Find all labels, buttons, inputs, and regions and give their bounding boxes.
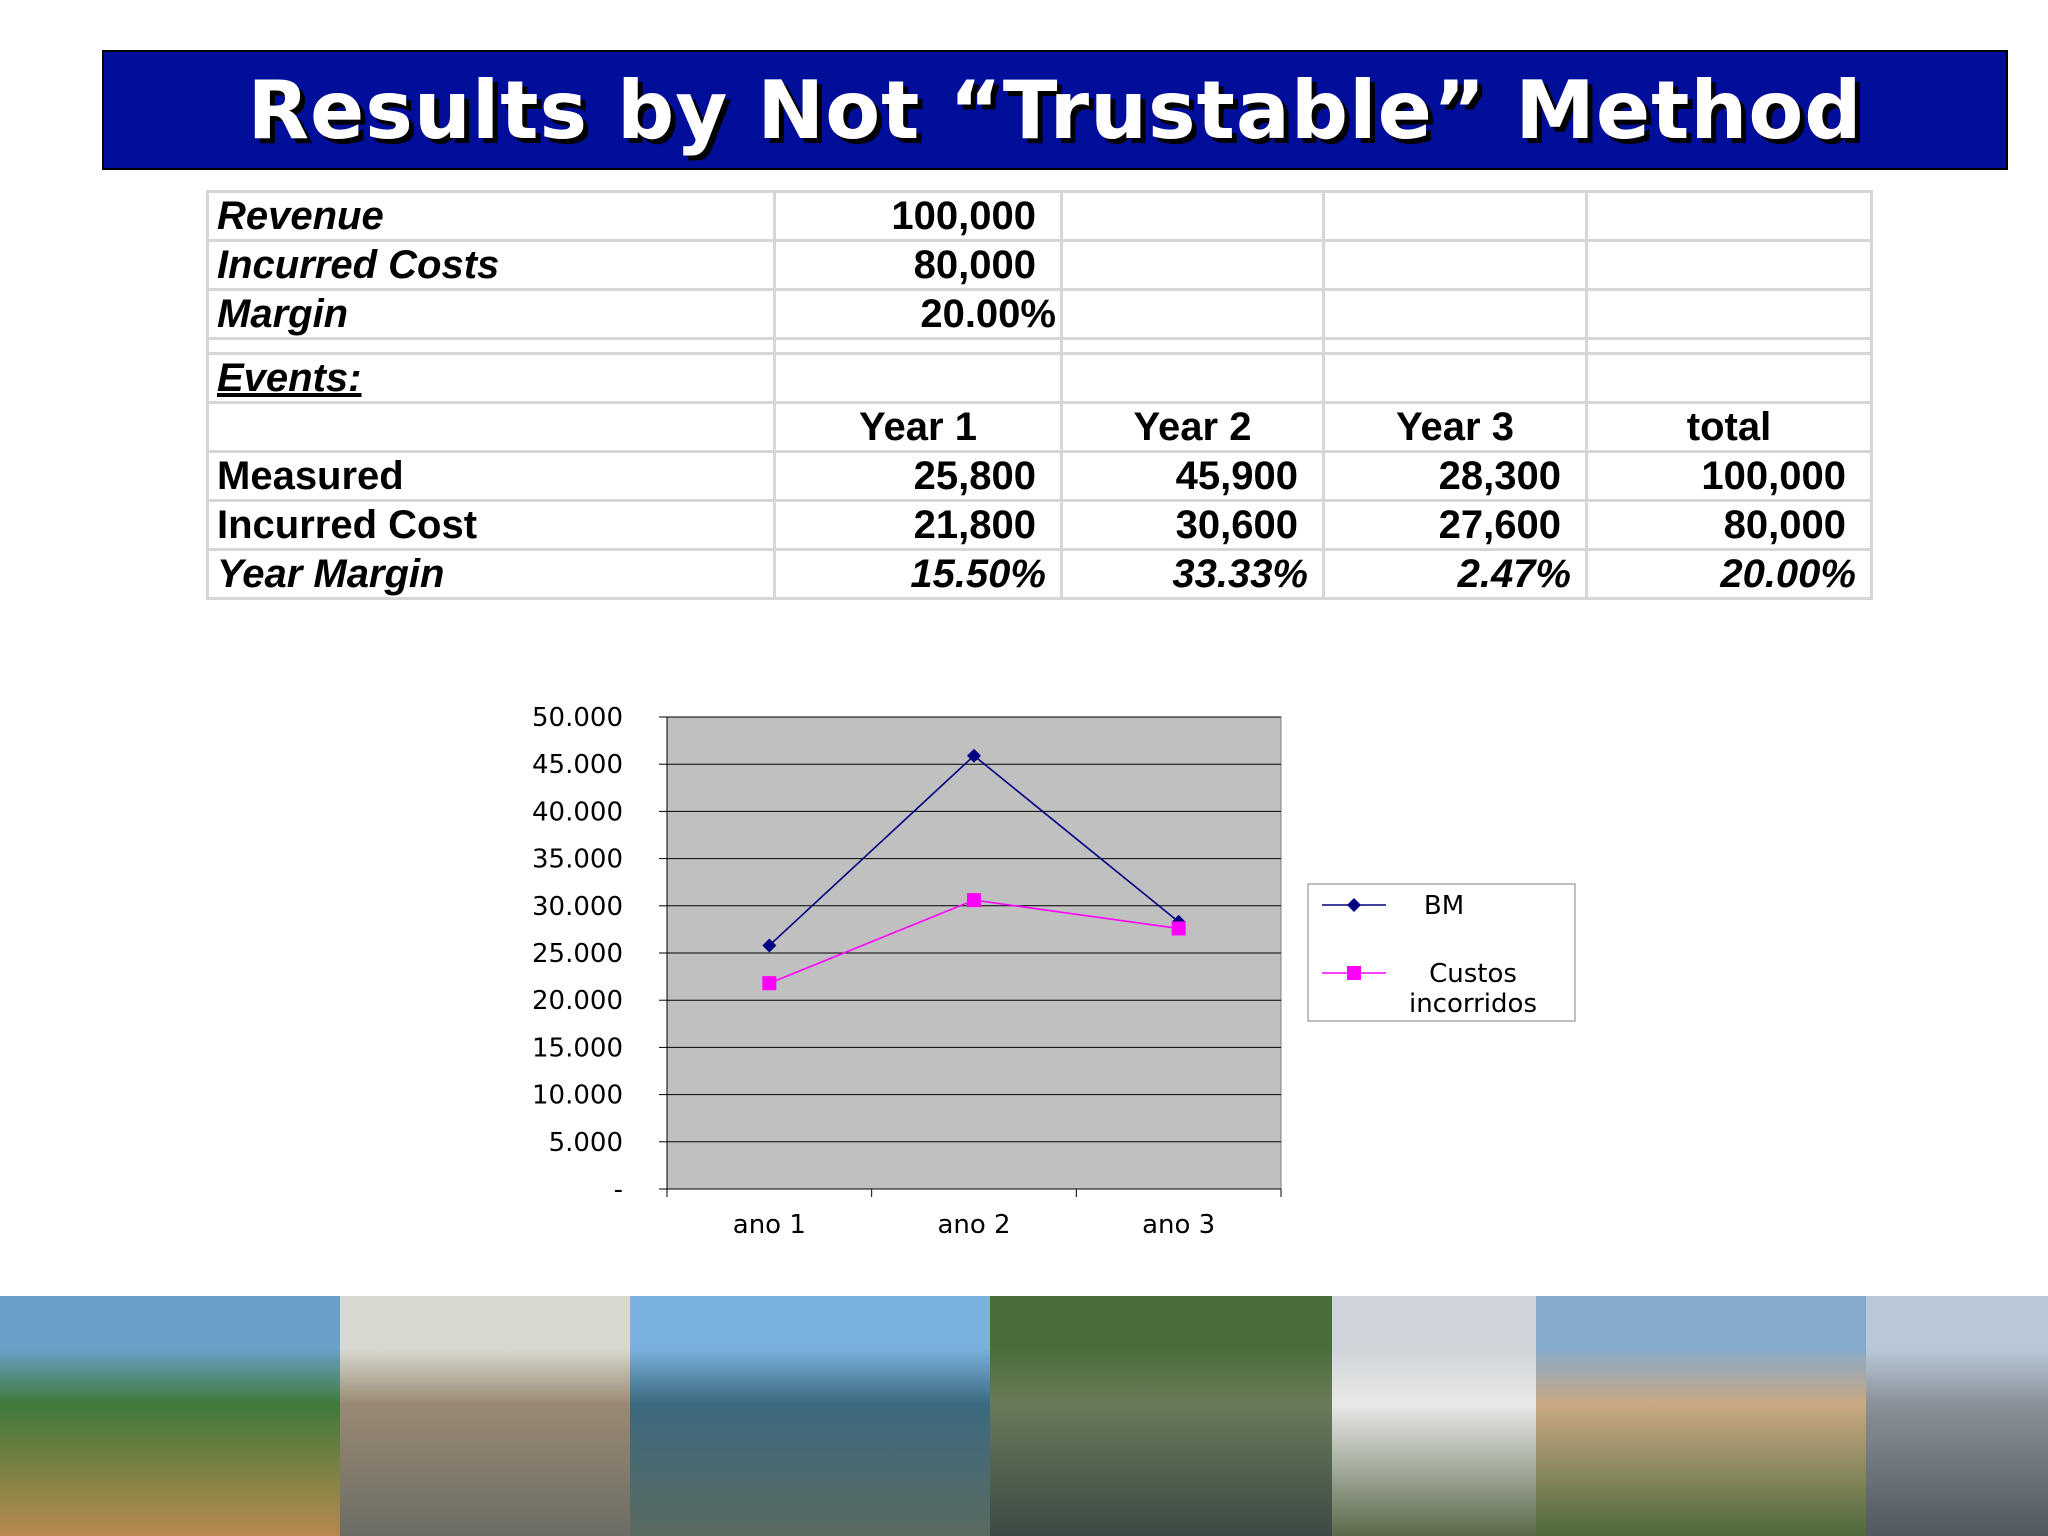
dam-photo bbox=[990, 1296, 1332, 1536]
empty-cell bbox=[1322, 337, 1588, 355]
empty-cell bbox=[1060, 190, 1325, 242]
cell-value: 25,800 bbox=[773, 450, 1063, 502]
cable-stayed-bridge-photo bbox=[630, 1296, 990, 1536]
y-tick-label: 15.000 bbox=[532, 1033, 623, 1063]
bm-point bbox=[967, 748, 981, 763]
empty-cell bbox=[1585, 239, 1873, 291]
empty-cell bbox=[1322, 288, 1588, 340]
bm-point bbox=[762, 938, 777, 953]
cell-value: 80,000 bbox=[773, 239, 1063, 291]
column-header: Year 3 bbox=[1322, 401, 1588, 453]
empty-cell bbox=[1060, 337, 1325, 355]
custos-point bbox=[762, 976, 777, 991]
legend-label: Custos bbox=[1429, 959, 1517, 989]
y-tick-label: 5.000 bbox=[549, 1128, 623, 1158]
title-banner: Results by Not “Trustable” Method bbox=[102, 50, 2008, 170]
custos-point bbox=[967, 893, 981, 908]
results-table: Revenue 100,000 Incurred Costs 80,000 Ma… bbox=[206, 190, 1873, 600]
empty-cell bbox=[1322, 190, 1588, 242]
legend-marker-diamond bbox=[1347, 898, 1361, 912]
y-tick-label: 20.000 bbox=[532, 986, 623, 1016]
empty-cell bbox=[206, 337, 776, 355]
table-row: Margin 20.00% bbox=[206, 288, 1873, 340]
empty-cell bbox=[1585, 337, 1873, 355]
y-tick-label: 10.000 bbox=[532, 1081, 623, 1111]
y-tick-label: 30.000 bbox=[532, 892, 623, 922]
table-row: Measured 25,800 45,900 28,300 100,000 bbox=[206, 450, 1873, 502]
table-row: Incurred Cost 21,800 30,600 27,600 80,00… bbox=[206, 499, 1873, 551]
cell-value: 33.33% bbox=[1060, 548, 1325, 600]
column-header: Year 1 bbox=[773, 401, 1063, 453]
suspension-bridge-photo bbox=[1866, 1296, 2048, 1536]
cell-value: 20.00% bbox=[1585, 548, 1873, 600]
empty-cell bbox=[1585, 190, 1873, 242]
events-label: Events: bbox=[206, 352, 776, 404]
cell-value: 21,800 bbox=[773, 499, 1063, 551]
row-label: Year Margin bbox=[206, 548, 776, 600]
x-tick-label: ano 1 bbox=[733, 1210, 806, 1240]
hydro-dam-river-photo bbox=[1536, 1296, 1866, 1536]
skyscraper-photo bbox=[1332, 1296, 1536, 1536]
empty-cell bbox=[1322, 352, 1588, 404]
row-label: Margin bbox=[206, 288, 776, 340]
empty-cell bbox=[1322, 239, 1588, 291]
column-header: total bbox=[1585, 401, 1873, 453]
empty-cell bbox=[773, 352, 1063, 404]
beach-resort-photo bbox=[0, 1296, 340, 1536]
y-tick-label: 35.000 bbox=[532, 845, 623, 875]
cell-value: 28,300 bbox=[1322, 450, 1588, 502]
legend-marker-square bbox=[1347, 966, 1361, 980]
row-label: Incurred Cost bbox=[206, 499, 776, 551]
cell-value: 30,600 bbox=[1060, 499, 1325, 551]
y-tick-label: - bbox=[614, 1175, 623, 1205]
cell-value: 100,000 bbox=[773, 190, 1063, 242]
row-label: Measured bbox=[206, 450, 776, 502]
header-row: Year 1 Year 2 Year 3 total bbox=[206, 401, 1873, 453]
cell-value: 100,000 bbox=[1585, 450, 1873, 502]
table-row: Incurred Costs 80,000 bbox=[206, 239, 1873, 291]
table-row: Year Margin 15.50% 33.33% 2.47% 20.00% bbox=[206, 548, 1873, 600]
x-tick-label: ano 2 bbox=[937, 1210, 1010, 1240]
legend-label: incorridos bbox=[1409, 989, 1537, 1019]
empty-cell bbox=[1060, 288, 1325, 340]
cell-value: 15.50% bbox=[773, 548, 1063, 600]
row-label: Revenue bbox=[206, 190, 776, 242]
empty-cell bbox=[1585, 288, 1873, 340]
spacer-row bbox=[206, 337, 1873, 355]
industrial-plant-photo bbox=[340, 1296, 630, 1536]
y-tick-label: 45.000 bbox=[532, 750, 623, 780]
column-header: Year 2 bbox=[1060, 401, 1325, 453]
legend-label: BM bbox=[1424, 891, 1464, 921]
cell-value: 45,900 bbox=[1060, 450, 1325, 502]
line-chart: 50.000 45.000 40.000 35.000 30.000 25.000 20.0… bbox=[532, 703, 1576, 1240]
empty-cell bbox=[1585, 352, 1873, 404]
empty-cell bbox=[773, 337, 1063, 355]
y-tick-label: 50.000 bbox=[532, 703, 623, 733]
cell-value: 27,600 bbox=[1322, 499, 1588, 551]
empty-cell bbox=[206, 401, 776, 453]
empty-cell bbox=[1060, 239, 1325, 291]
empty-cell bbox=[1060, 352, 1325, 404]
cell-value: 80,000 bbox=[1585, 499, 1873, 551]
cell-value: 20.00% bbox=[773, 288, 1063, 340]
x-tick-label: ano 3 bbox=[1142, 1210, 1215, 1240]
y-tick-label: 40.000 bbox=[532, 797, 623, 827]
table-row: Events: bbox=[206, 352, 1873, 404]
y-tick-label: 25.000 bbox=[532, 939, 623, 969]
cell-value: 2.47% bbox=[1322, 548, 1588, 600]
slide-title: Results by Not “Trustable” Method bbox=[247, 63, 1863, 157]
row-label: Incurred Costs bbox=[206, 239, 776, 291]
custos-point bbox=[1171, 921, 1186, 936]
table-row: Revenue 100,000 bbox=[206, 190, 1873, 242]
photo-strip bbox=[0, 1296, 2048, 1536]
